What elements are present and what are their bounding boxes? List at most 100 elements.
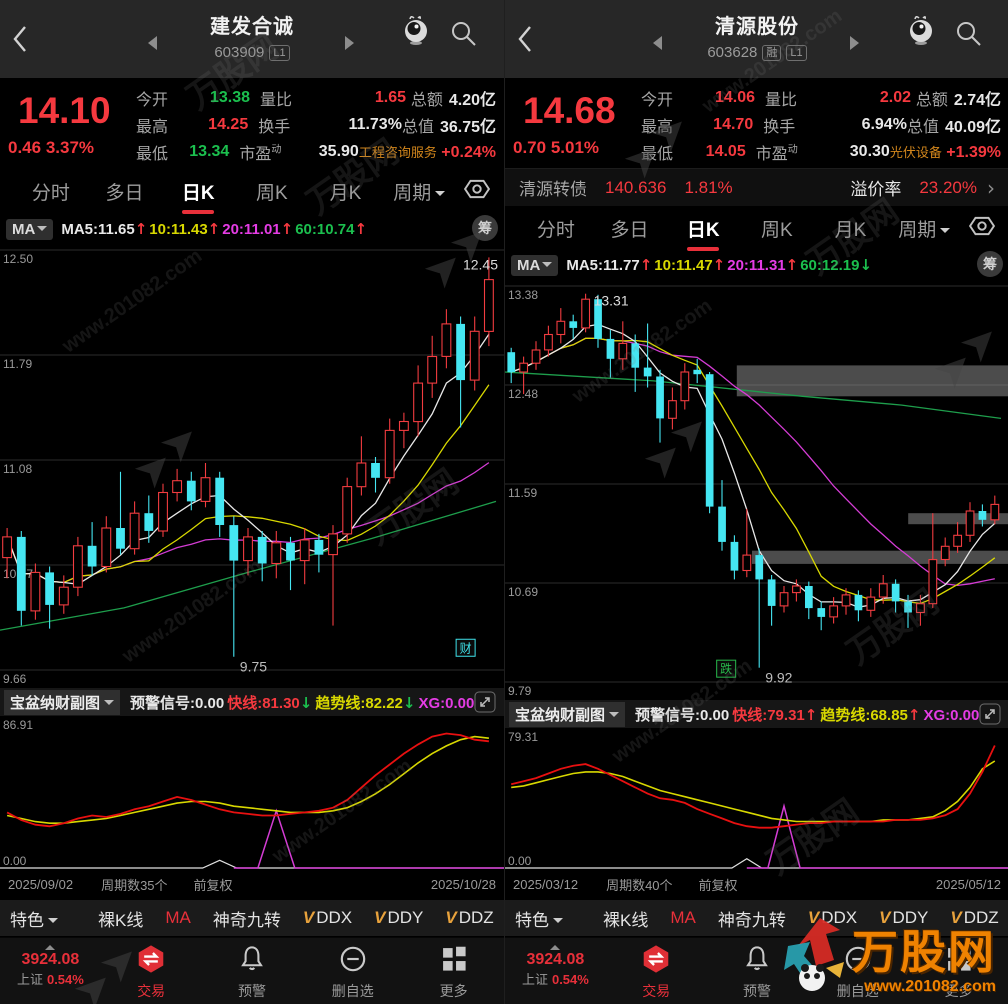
tab-月K[interactable]: 月K — [329, 182, 362, 204]
nav-预警[interactable]: 预警 — [202, 938, 303, 1004]
tab-周期[interactable]: 周期 — [382, 178, 456, 205]
industry-name[interactable]: 光伏设备 — [889, 144, 942, 160]
period-count: 周期数40个 — [606, 877, 673, 893]
quote-grid: 今开 13.38 量比 1.65 总额 4.20亿 最高 14.25 换手 11.73% 总值 36.… — [136, 84, 496, 165]
nav-label: 删自选 — [836, 983, 879, 999]
v-flag-icon: V — [445, 908, 457, 927]
sub-indicator-selector[interactable]: 宝盆纳财副图 — [509, 701, 626, 727]
code-badge: L1 — [269, 45, 290, 61]
sub-indicator-chart[interactable]: 79.31 0.00 — [505, 728, 1008, 872]
industry-name[interactable]: 工程咨询服务 — [358, 144, 437, 160]
indicator-tab-MA[interactable]: MA — [670, 908, 696, 927]
indicator-tab-DDX[interactable]: V DDX — [302, 908, 353, 927]
next-stock-icon[interactable] — [850, 36, 859, 50]
indicator-tab-DDY[interactable]: V DDY — [374, 908, 424, 927]
tab-月K[interactable]: 月K — [834, 219, 867, 241]
chevron-down-icon — [37, 225, 48, 236]
sub-indicator-chart[interactable]: 86.91 0.00 — [0, 716, 504, 872]
chips-distribution-button[interactable]: 筹 — [977, 251, 1003, 277]
quote-value: 13.34 — [189, 142, 230, 160]
trade-icon — [638, 945, 674, 978]
sub-indicator-values: 预警信号:0.00 快线:79.31↑ 趋势线:68.85↑ XG:0.00 — [635, 704, 982, 725]
v-flag-icon: V — [879, 908, 891, 927]
prev-stock-icon[interactable] — [148, 36, 157, 50]
indicator-tab-裸K线[interactable]: 裸K线 — [603, 910, 649, 930]
tab-周K[interactable]: 周K — [256, 182, 288, 204]
chart-settings-icon[interactable] — [456, 176, 491, 207]
sub-indicator-value: 预警信号:0.00 — [130, 694, 225, 712]
svg-text:86.91: 86.91 — [3, 718, 33, 732]
bottom-nav: 3924.08 上证 0.54% 交易 预警 删自选 更多 — [505, 937, 1008, 1004]
indicator-tab-DDZ[interactable]: V DDZ — [445, 908, 494, 927]
index-value: 3924.08 — [526, 951, 585, 968]
v-flag-icon: V — [374, 908, 386, 927]
chevron-down-icon — [435, 190, 446, 201]
quote-value: 14.05 — [705, 142, 746, 160]
search-icon[interactable] — [955, 20, 983, 53]
svg-text:9.66: 9.66 — [3, 672, 27, 686]
quote-row: 最高 14.25 换手 11.73% 总值 36.75亿 — [136, 111, 496, 138]
nav-删自选[interactable]: 删自选 — [302, 938, 403, 1004]
back-icon[interactable] — [515, 22, 535, 56]
nav-交易[interactable]: 交易 — [606, 938, 707, 1004]
indicator-tab-MA[interactable]: MA — [165, 908, 191, 927]
chips-distribution-button[interactable]: 筹 — [472, 215, 498, 241]
chart-settings-icon[interactable] — [961, 213, 996, 244]
back-icon[interactable] — [10, 22, 30, 56]
nav-预警[interactable]: 预警 — [707, 938, 808, 1004]
market-monitor-icon[interactable] — [905, 12, 937, 53]
nav-更多[interactable]: 更多 — [403, 938, 504, 1004]
tab-日K[interactable]: 日K — [161, 178, 235, 214]
period-tabs: 分时 多日 日K 周K 月K 周期 — [0, 168, 504, 214]
index-name: 上证 0.54% — [521, 972, 589, 987]
quote-label: 总值 — [906, 118, 939, 136]
indicator-tab-裸K线[interactable]: 裸K线 — [98, 910, 144, 930]
search-icon[interactable] — [450, 20, 478, 53]
indicator-tab-特色[interactable]: 特色 — [515, 906, 563, 931]
index-quote[interactable]: 3924.08 上证 0.54% — [0, 938, 101, 1004]
ma-selector[interactable]: MA — [6, 218, 54, 240]
tab-多日[interactable]: 多日 — [610, 219, 649, 241]
tab-多日[interactable]: 多日 — [105, 182, 144, 204]
indicator-tab-DDY[interactable]: V DDY — [879, 908, 929, 927]
bell-icon — [742, 946, 772, 978]
indicator-tab-特色[interactable]: 特色 — [10, 906, 58, 931]
ma-value: 60:12.19↓ — [800, 256, 873, 274]
svg-text:13.38: 13.38 — [508, 288, 538, 302]
next-stock-icon[interactable] — [345, 36, 354, 50]
nav-更多[interactable]: 更多 — [908, 938, 1008, 1004]
indicator-tab-DDX[interactable]: V DDX — [807, 908, 858, 927]
ma-value: 10:11.47↑ — [654, 256, 726, 274]
expand-icon[interactable] — [979, 703, 1001, 729]
expand-handle-icon[interactable] — [550, 940, 561, 950]
indicator-tab-神奇九转[interactable]: 神奇九转 — [212, 910, 281, 930]
adjust-mode[interactable]: 前复权 — [698, 877, 738, 893]
prev-stock-icon[interactable] — [653, 36, 662, 50]
tab-周K[interactable]: 周K — [761, 219, 793, 241]
indicator-tab-DDZ[interactable]: V DDZ — [950, 908, 999, 927]
nav-删自选[interactable]: 删自选 — [807, 938, 908, 1004]
expand-icon[interactable] — [474, 691, 496, 717]
expand-handle-icon[interactable] — [45, 940, 56, 950]
ma-selector[interactable]: MA — [511, 254, 559, 276]
tab-日K[interactable]: 日K — [666, 215, 740, 251]
market-monitor-icon[interactable] — [400, 12, 432, 53]
bond-row[interactable]: 清源转债 140.636 1.81% 溢价率 23.20% › — [505, 168, 1008, 206]
tab-分时[interactable]: 分时 — [536, 219, 575, 241]
quote-value: 30.30 — [849, 142, 890, 160]
svg-text:财: 财 — [460, 641, 472, 655]
adjust-mode[interactable]: 前复权 — [193, 877, 233, 893]
nav-交易[interactable]: 交易 — [101, 938, 202, 1004]
quote-grid: 今开 14.06 量比 2.02 总额 2.74亿 最高 14.70 换手 6.94% 总值 40.0… — [641, 84, 1001, 165]
svg-text:79.31: 79.31 — [508, 730, 538, 744]
index-quote[interactable]: 3924.08 上证 0.54% — [505, 938, 606, 1004]
sub-indicator-selector[interactable]: 宝盆纳财副图 — [4, 689, 121, 715]
tab-周期[interactable]: 周期 — [887, 215, 961, 242]
indicator-tab-神奇九转[interactable]: 神奇九转 — [717, 910, 786, 930]
tab-分时[interactable]: 分时 — [31, 182, 70, 204]
minus-circle-icon — [843, 946, 873, 978]
